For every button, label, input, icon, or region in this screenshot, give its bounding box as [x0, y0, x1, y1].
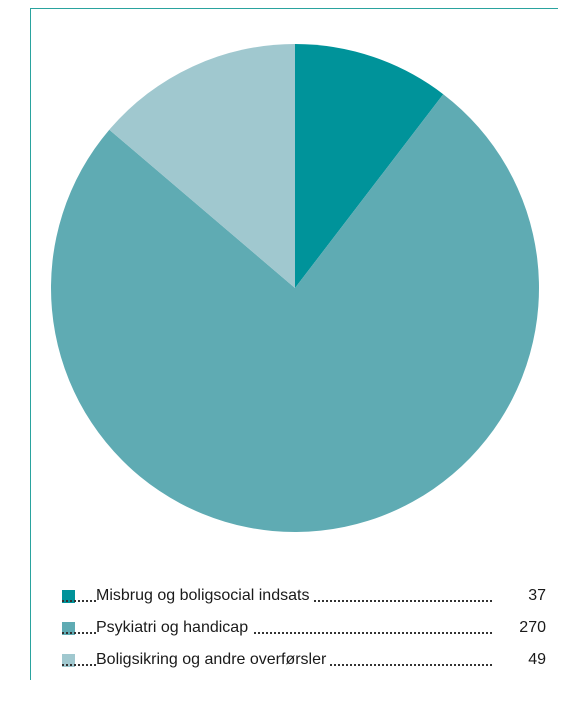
legend-item: Psykiatri og handicap 270: [62, 612, 548, 644]
legend-item: Boligsikring og andre overførsler 49: [62, 644, 548, 676]
legend-leader-dots: [62, 632, 492, 634]
legend: Misbrug og boligsocial indsats 37 Psykiatr…: [62, 580, 548, 676]
pie-slice-1: [295, 44, 444, 288]
pie-slice-2: [50, 94, 539, 533]
legend-label: Psykiatri og handicap: [96, 619, 253, 637]
legend-swatch: [62, 621, 75, 635]
pie-chart: [50, 44, 539, 533]
legend-label: Misbrug og boligsocial indsats: [96, 587, 314, 605]
legend-swatch: [62, 653, 75, 667]
legend-value: 270: [519, 619, 546, 637]
pie-slice-3: [109, 44, 296, 288]
frame-left-line: [30, 8, 31, 680]
legend-value: 37: [528, 587, 546, 605]
legend-value: 49: [528, 651, 546, 669]
legend-item: Misbrug og boligsocial indsats 37: [62, 580, 548, 612]
legend-label: Boligsikring og andre overførsler: [96, 651, 331, 669]
legend-swatch: [62, 589, 75, 603]
frame-top-line: [30, 8, 558, 9]
